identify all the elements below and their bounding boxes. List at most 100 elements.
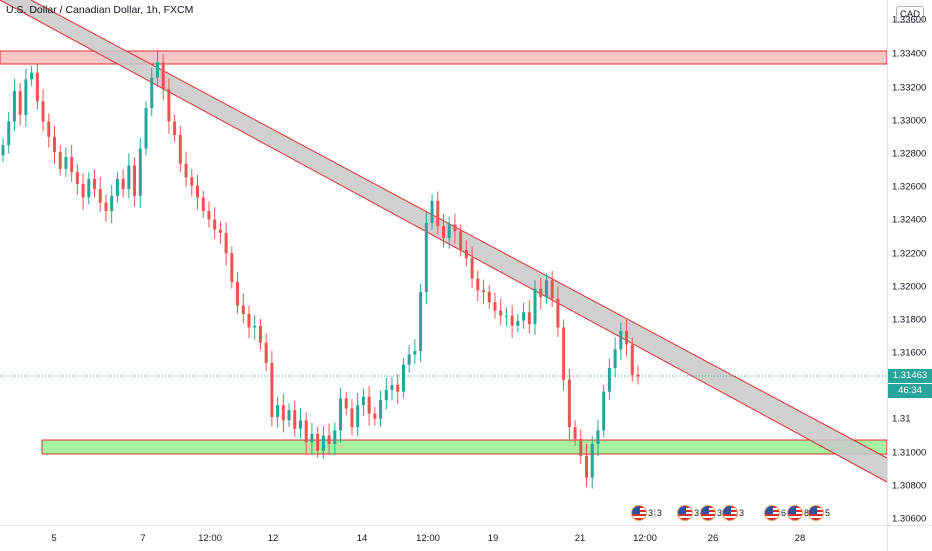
candle-body [321, 435, 325, 451]
event-marker-3[interactable]: 3 [722, 504, 744, 522]
candle-body [133, 165, 137, 196]
candle-body [596, 430, 600, 444]
candle-body [93, 178, 97, 190]
us-flag-icon [677, 505, 693, 521]
time-tick: 28 [794, 533, 806, 544]
event-count: 3 [648, 508, 654, 518]
price-tick: 1.33000 [892, 115, 927, 127]
time-tick: 12:00 [416, 533, 440, 544]
candle-body [81, 184, 85, 198]
candle-body [373, 413, 377, 419]
currency-selector[interactable]: CAD [896, 6, 924, 23]
last-price-label[interactable]: 1.31463 [888, 369, 932, 383]
candle-body [396, 384, 400, 392]
candle-body [58, 151, 62, 169]
channel-upper-line[interactable] [30, 0, 887, 459]
price-tick: 1.32000 [892, 281, 927, 293]
candle-body [184, 163, 188, 178]
time-axis[interactable] [0, 525, 887, 551]
time-tick: 12:00 [633, 533, 657, 544]
price-tick: 1.32800 [892, 148, 927, 160]
candle-body [613, 349, 617, 369]
candle-body [310, 433, 314, 443]
candle-body [281, 405, 285, 421]
candle-body [304, 420, 308, 443]
event-marker-2[interactable]: 3 3 [677, 504, 722, 522]
us-flag-icon [700, 505, 717, 521]
bar-countdown-label: 46:34 [888, 384, 932, 398]
candle-body [127, 165, 131, 190]
candle-body [155, 62, 159, 78]
candle-body [70, 156, 74, 173]
price-chart-svg[interactable] [0, 0, 887, 525]
axis-corner [887, 525, 932, 551]
candle-body [493, 302, 497, 311]
candle-body [24, 79, 28, 115]
candle-body [510, 315, 514, 326]
candle-body [161, 62, 165, 90]
price-tick: 1.32600 [892, 181, 927, 193]
candle-body [241, 305, 245, 314]
candle-body [556, 298, 560, 328]
candle-body [224, 232, 228, 254]
candle-body [52, 136, 56, 152]
time-tick: 19 [487, 533, 499, 544]
time-tick: 12 [267, 533, 279, 544]
event-count: 3 [694, 508, 700, 518]
candle-body [590, 443, 594, 478]
candle-body [1, 145, 5, 156]
event-separator: ¦ [654, 509, 656, 517]
candle-body [350, 408, 354, 428]
candle-body [607, 368, 611, 392]
time-tick: 5 [51, 533, 57, 544]
candle-body [178, 135, 182, 164]
event-marker-1[interactable]: 3 ¦ 3 [631, 504, 662, 522]
event-count: 6 [781, 508, 787, 518]
event-count: 8 [804, 508, 810, 518]
event-count: 5 [825, 508, 831, 518]
candle-body [562, 327, 566, 380]
candle-body [327, 435, 331, 444]
event-marker-5[interactable]: 5 [808, 504, 830, 522]
candle-body [196, 185, 200, 198]
candle-body [441, 226, 445, 239]
candle-body [533, 288, 537, 325]
candle-body [567, 379, 571, 428]
candle-body [264, 342, 268, 363]
candle-body [298, 420, 302, 429]
resistance-zone[interactable] [0, 50, 887, 65]
candle-body [247, 313, 251, 328]
candle-body [138, 148, 142, 196]
candle-body [344, 398, 348, 409]
event-count: 3 [656, 508, 662, 518]
event-count: 3 [739, 508, 745, 518]
candle-body [75, 172, 79, 185]
candle-body [47, 121, 51, 137]
symbol-title[interactable]: U.S. Dollar / Canadian Dollar, 1h, FXCM [6, 4, 194, 16]
candle-body [356, 405, 360, 428]
price-axis[interactable] [887, 0, 932, 525]
candle-body [419, 292, 423, 352]
candle-body [35, 72, 39, 102]
candle-body [459, 231, 463, 250]
economic-events-row: 3 ¦ 3 3 3 3 6 8 5 [0, 504, 887, 524]
candle-body [482, 290, 486, 293]
candle-body [316, 433, 320, 451]
candle-body [436, 200, 440, 227]
candle-body [173, 121, 177, 136]
candle-body [499, 310, 503, 316]
candle-body [293, 410, 297, 429]
time-tick: 12:00 [198, 533, 222, 544]
candle-body [470, 258, 474, 279]
event-marker-4[interactable]: 6 8 [764, 504, 809, 522]
candle-body [476, 278, 480, 291]
candle-body [7, 121, 11, 146]
candle-body [98, 189, 102, 203]
candle-body [230, 253, 234, 282]
time-tick: 14 [356, 533, 368, 544]
support-zone[interactable] [41, 439, 887, 455]
candle-body [367, 396, 371, 414]
chart-plot-area[interactable]: U.S. Dollar / Canadian Dollar, 1h, FXCM … [0, 0, 887, 525]
candle-body [516, 320, 520, 326]
